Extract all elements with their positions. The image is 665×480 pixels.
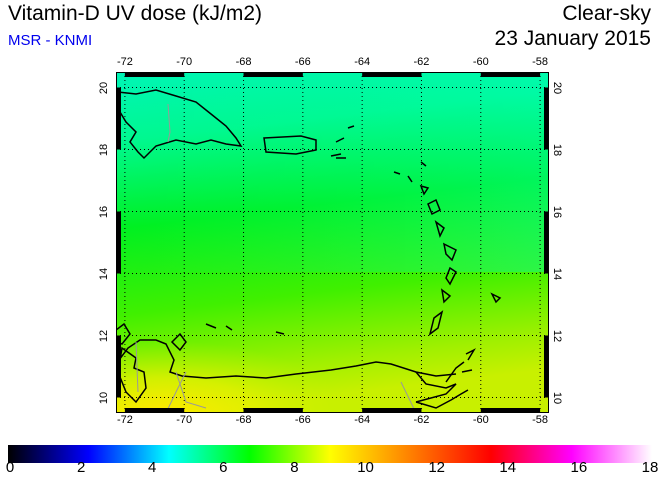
latitude-label: 18 (98, 143, 111, 156)
colorbar-label: 18 (641, 459, 659, 476)
latitude-label: 12 (551, 329, 564, 342)
sky-condition-label: Clear-sky (562, 2, 651, 25)
colorbar-label: 0 (5, 459, 15, 476)
latitude-label: 12 (98, 329, 111, 342)
graticule (116, 72, 549, 413)
latitude-label: 16 (98, 205, 111, 218)
latitude-label: 14 (98, 267, 111, 280)
map-title: Vitamin-D UV dose (kJ/m2) (8, 2, 263, 25)
longitude-label: -70 (176, 414, 193, 426)
longitude-label: -66 (294, 56, 311, 68)
trinidad-coast (415, 348, 476, 403)
longitude-label: -72 (116, 56, 133, 68)
latitude-label: 10 (551, 391, 564, 404)
map-area (116, 72, 549, 413)
virgin-islands-coast (330, 125, 355, 159)
colorbar (8, 445, 652, 463)
longitude-label: -60 (472, 56, 489, 68)
frame-ticks (117, 73, 548, 412)
colorbar-label: 6 (219, 459, 228, 476)
colorbar-label: 4 (148, 459, 157, 476)
longitude-label: -58 (532, 414, 549, 426)
coastlines (116, 89, 502, 409)
hispaniola-coast (117, 89, 243, 160)
colorbar-label: 14 (499, 459, 517, 476)
longitude-label: -68 (235, 56, 252, 68)
latitude-label: 14 (551, 267, 564, 280)
latitude-label: 20 (551, 81, 564, 94)
colorbar-label: 10 (357, 459, 374, 476)
longitude-label: -70 (176, 56, 193, 68)
longitude-label: -64 (354, 56, 371, 68)
date-label: 23 January 2015 (494, 27, 651, 50)
longitude-label: -58 (532, 56, 549, 68)
colorbar-label: 8 (290, 459, 299, 476)
latitude-label: 10 (98, 391, 111, 404)
longitude-label: -68 (235, 414, 252, 426)
longitude-label: -66 (294, 414, 311, 426)
colorbar-label: 16 (570, 459, 588, 476)
longitude-label: -72 (116, 414, 133, 426)
lesser-antilles-coast (393, 161, 457, 336)
latitude-label: 20 (98, 81, 111, 94)
longitude-label: -62 (413, 56, 430, 68)
latitude-label: 18 (551, 143, 564, 156)
puerto-rico-coast (263, 135, 317, 155)
barbados-coast (490, 292, 502, 304)
longitude-label: -60 (472, 414, 489, 426)
colorbar-label: 12 (428, 459, 445, 476)
source-label: MSR - KNMI (8, 32, 93, 49)
venezuela-coast (116, 322, 457, 379)
latitude-label: 16 (551, 205, 564, 218)
longitude-label: -64 (354, 414, 371, 426)
borders (135, 103, 417, 413)
longitude-label: -62 (413, 414, 430, 426)
orinoco-coast (415, 389, 469, 409)
colorbar-label: 2 (76, 459, 86, 476)
